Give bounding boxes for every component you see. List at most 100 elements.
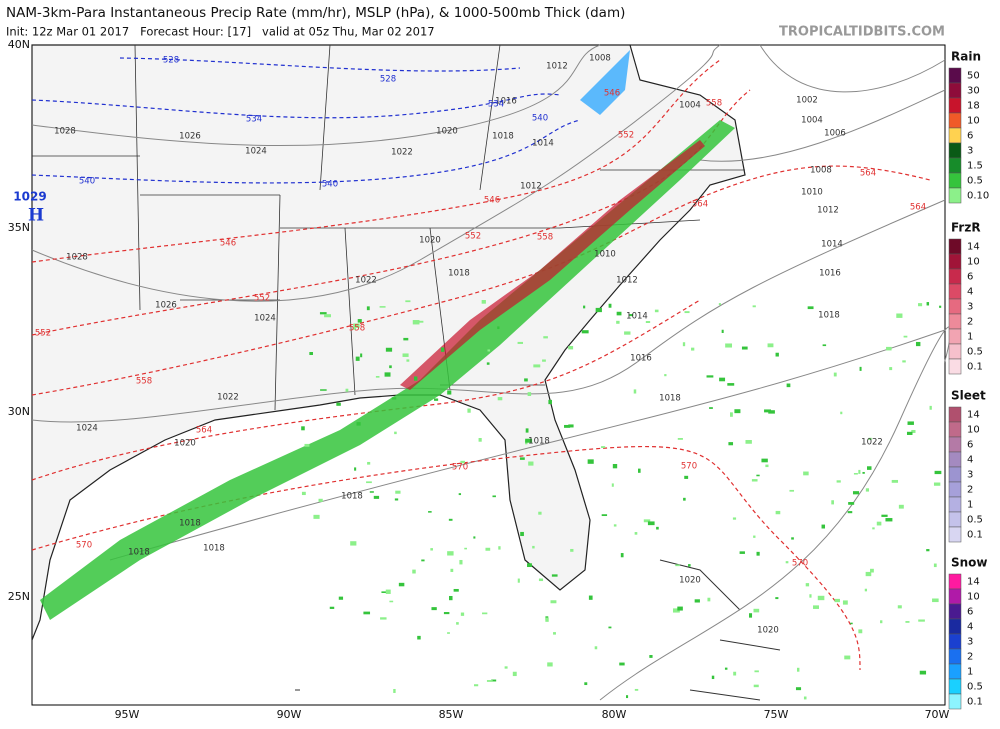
isobar-label: 1016 — [819, 269, 841, 279]
precip-cell — [656, 526, 659, 530]
precip-cell — [440, 347, 445, 352]
precip-cell — [474, 684, 479, 687]
legend-title: Rain — [951, 50, 981, 64]
lat-label: 40N — [8, 38, 30, 51]
precip-cell — [886, 346, 892, 351]
isobar-label: 1014 — [532, 139, 554, 149]
precip-cell — [532, 545, 535, 549]
isobar-label: 1004 — [801, 116, 823, 126]
precip-cell — [728, 442, 734, 446]
precip-cell — [764, 409, 772, 413]
precip-cell — [682, 342, 686, 347]
thickness-label: 570 — [681, 462, 697, 472]
precip-cell — [918, 619, 925, 622]
precip-cell — [568, 424, 574, 428]
legend-swatch — [948, 496, 962, 513]
precip-cell — [497, 397, 503, 401]
precip-cell — [785, 561, 789, 564]
precip-cell — [402, 353, 409, 357]
isobar-label: 1016 — [630, 354, 652, 364]
precip-cell — [649, 655, 653, 658]
precip-cell — [301, 426, 305, 431]
precip-cell — [831, 500, 834, 505]
legend-label: 18 — [967, 101, 980, 112]
precip-cell — [491, 679, 497, 682]
precip-cell — [584, 682, 588, 686]
precip-cell — [934, 470, 942, 475]
map-base — [31, 44, 946, 706]
precip-cell — [545, 617, 549, 622]
legend-swatch — [948, 421, 962, 438]
precip-cell — [654, 309, 659, 313]
precip-cell — [430, 548, 433, 551]
legend-label: 10 — [967, 257, 980, 268]
precip-cell — [385, 347, 393, 352]
isobar-label: 1022 — [217, 393, 239, 403]
legend-swatch — [948, 283, 962, 300]
legend-swatch — [948, 82, 962, 99]
precip-cell — [897, 605, 902, 609]
precip-cell — [709, 407, 713, 409]
precip-cell — [858, 469, 861, 474]
isobar-label: 1024 — [76, 424, 98, 434]
precip-cell — [547, 662, 553, 667]
precip-cell — [320, 389, 327, 391]
precip-cell — [919, 670, 927, 675]
isobar-label: 1018 — [203, 544, 225, 554]
precip-cell — [753, 608, 760, 613]
precip-cell — [583, 305, 586, 309]
lat-label: 35N — [8, 221, 30, 234]
legend-label: 4 — [967, 455, 973, 466]
isobar-label: 1010 — [801, 188, 823, 198]
precip-cell — [729, 412, 733, 417]
precip-cell — [551, 574, 558, 577]
thickness-label: 552 — [35, 329, 51, 339]
precip-cell — [915, 341, 921, 347]
precip-cell — [752, 305, 756, 308]
precip-cell — [414, 376, 418, 381]
precip-cell — [734, 409, 741, 414]
isobar-label: 1022 — [355, 276, 377, 286]
precip-cell — [485, 547, 491, 551]
isobar-label: 1012 — [616, 276, 638, 286]
thickness-label: 570 — [452, 463, 468, 473]
isobar-label: 1004 — [679, 101, 701, 111]
precip-cell — [570, 548, 574, 552]
legend-label: 10 — [967, 592, 980, 603]
precip-cell — [389, 365, 392, 369]
legend-label: 0.1 — [967, 697, 983, 708]
thickness-label: 564 — [692, 200, 708, 210]
precip-cell — [791, 537, 794, 540]
precip-cell — [765, 464, 769, 468]
thickness-label: 558 — [136, 377, 152, 387]
precip-cell — [447, 551, 454, 556]
precip-cell — [725, 343, 733, 348]
precip-cell — [684, 475, 689, 479]
precip-cell — [459, 559, 463, 565]
isobar-label: 1026 — [179, 132, 201, 142]
legend-swatch — [948, 157, 962, 174]
thickness-label: 540 — [79, 177, 95, 187]
precip-cell — [880, 620, 883, 624]
legend-swatch — [948, 406, 962, 423]
precip-cell — [608, 303, 612, 308]
precip-cell — [542, 359, 546, 362]
precip-cell — [478, 438, 482, 442]
isobar-label: 1008 — [810, 166, 832, 176]
precip-cell — [375, 375, 380, 378]
lon-label: 80W — [602, 708, 627, 721]
precip-cell — [891, 479, 899, 483]
precip-cell — [626, 695, 629, 699]
thickness-label: 570 — [76, 541, 92, 551]
precip-cell — [911, 429, 916, 433]
precip-cell — [458, 493, 462, 496]
precip-cell — [865, 571, 872, 577]
precip-cell — [363, 611, 371, 615]
precip-cell — [691, 347, 695, 351]
precip-cell — [601, 514, 608, 517]
precip-cell — [803, 696, 807, 700]
isobar-label: 1028 — [54, 127, 76, 137]
precip-cell — [564, 424, 571, 428]
legend-swatch — [948, 588, 962, 605]
precip-cell — [550, 600, 557, 604]
